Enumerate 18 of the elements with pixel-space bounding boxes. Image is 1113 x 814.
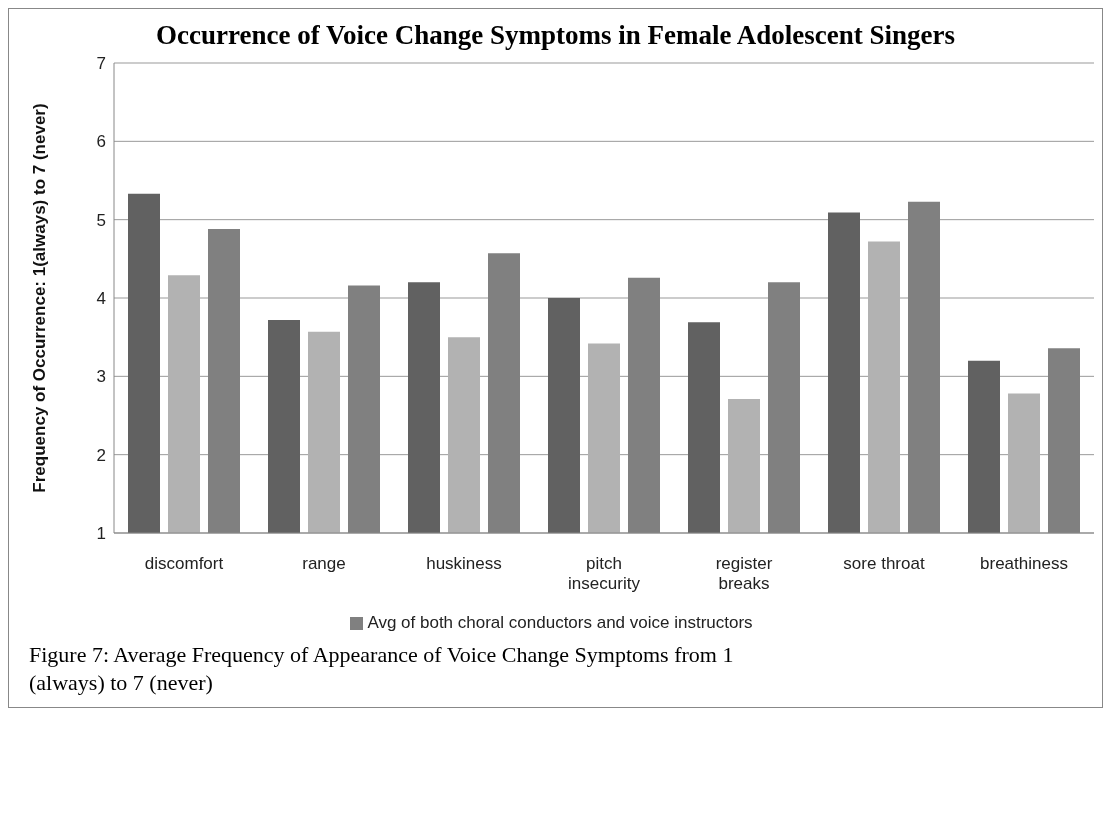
x-tick-label: pitch insecurity (568, 554, 641, 593)
caption: Figure 7: Average Frequency of Appearance of Voice Change Symptoms from 1 (always) to 7 (never) (28, 641, 735, 697)
chart-title: Occurrence of Voice Change Symptoms in Female Adolescent Singers (155, 19, 956, 52)
y-tick-label: 2 (96, 445, 106, 465)
x-tick-label: breathiness (980, 554, 1068, 573)
x-tick-label: sore throat (843, 554, 925, 573)
y-axis-title: Frequency of Occurrence: 1(always) to 7 (never) (30, 103, 50, 493)
y-tick-label: 5 (96, 210, 106, 230)
legend-label: Avg of both choral conductors and voice instructors (367, 613, 753, 632)
y-tick-label: 7 (96, 54, 106, 74)
x-tick-label: register breaks (715, 554, 773, 593)
x-tick-label: range (302, 554, 346, 573)
y-tick-label: 3 (96, 367, 106, 387)
y-tick-label: 6 (96, 132, 106, 152)
y-tick-label: 4 (96, 289, 106, 309)
x-tick-label: huskiness (426, 554, 502, 573)
y-tick-label: 1 (96, 524, 106, 544)
x-tick-label: discomfort (144, 554, 224, 573)
